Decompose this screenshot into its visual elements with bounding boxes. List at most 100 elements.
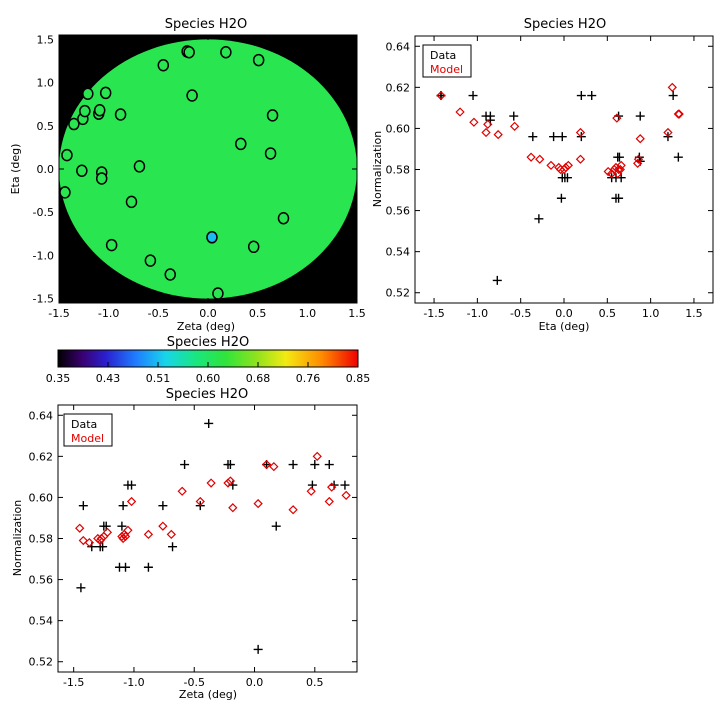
eta-data-point (509, 111, 519, 121)
eta-model-point (575, 127, 586, 138)
map-marker (164, 268, 177, 281)
map-marker (68, 117, 80, 131)
zeta-data-point (78, 501, 88, 511)
zeta-x-tick-label: 0.5 (306, 676, 324, 689)
eta-plot-panel: Species H2O -1.5 -1.0 -0.5 0.0 0.5 1.0 1.5 0.5… (371, 17, 714, 333)
map-x-tick-label: -1.0 (98, 307, 119, 320)
eta-data-point (485, 111, 495, 121)
map-y-tick-label: -1.0 (33, 249, 54, 262)
map-marker (76, 164, 88, 177)
eta-model-point (493, 129, 503, 140)
zeta-data-point (98, 542, 108, 552)
zeta-data-point (118, 501, 128, 511)
map-marker (133, 160, 146, 173)
zeta-model-point (78, 535, 88, 546)
eta-model-point (663, 127, 673, 138)
eta-data-point (614, 193, 624, 203)
map-x-tick-label: 1.0 (299, 307, 317, 320)
eta-plot-x-label: Eta (deg) (539, 320, 590, 333)
eta-model-point (509, 121, 520, 132)
zeta-data-point (117, 521, 127, 531)
colorbar-ticks: 0.35 0.43 0.51 0.60 0.68 0.76 0.85 (46, 362, 370, 385)
map-x-tick-label: 1.5 (348, 307, 366, 320)
eta-plot-y-label: Normalization (371, 131, 384, 207)
eta-model-point (673, 109, 683, 119)
map-marker (247, 240, 260, 254)
eta-data-point (562, 173, 572, 183)
zeta-model-point (228, 503, 238, 513)
eta-model-point (481, 127, 491, 138)
eta-model-point (483, 119, 493, 129)
eta-model-point (575, 154, 586, 164)
colorbar-panel: Species H2O 0.35 0.43 0.51 0.60 0.68 0.76 0.85 (46, 335, 371, 385)
eta-model-point (436, 90, 446, 101)
map-marker (144, 254, 157, 267)
zeta-y-tick-label: 0.60 (29, 491, 54, 504)
zeta-data-point (324, 460, 334, 470)
eta-legend-model: Model (430, 63, 463, 76)
zeta-model-point (84, 537, 94, 548)
zeta-x-tick-label: 0.0 (246, 676, 264, 689)
map-marker (220, 46, 232, 59)
zeta-y-tick-label: 0.64 (29, 409, 54, 422)
zeta-data-point (271, 521, 281, 531)
zeta-model-point (102, 527, 113, 537)
zeta-model-point (306, 486, 316, 496)
eta-model-point (606, 168, 617, 179)
map-x-tick-label: -1.5 (48, 307, 69, 320)
eta-model-point (526, 152, 536, 162)
eta-y-tick-label: 0.56 (386, 205, 411, 218)
eta-model-point (455, 107, 465, 117)
eta-model-point (613, 164, 624, 175)
zeta-model-point (225, 476, 236, 486)
zeta-data-point (158, 501, 168, 511)
zeta-model-point (143, 529, 154, 540)
eta-legend-data: Data (430, 49, 456, 62)
eta-y-tick-label: 0.60 (386, 122, 411, 135)
eta-data-point (557, 132, 567, 142)
zeta-y-tick-label: 0.52 (29, 656, 54, 669)
map-marker (82, 87, 94, 101)
colorbar-title: Species H2O (167, 335, 249, 350)
eta-data-point (534, 214, 544, 224)
zeta-model-point (75, 523, 85, 533)
map-x-tick-label: -0.5 (148, 307, 169, 320)
eta-data-point (668, 91, 678, 101)
zeta-model-point (261, 459, 272, 470)
zeta-plot-title: Species H2O (166, 387, 248, 402)
zeta-model-point (206, 478, 216, 488)
eta-plot-title: Species H2O (524, 17, 606, 32)
map-marker (212, 287, 224, 300)
zeta-data-point (121, 562, 131, 572)
eta-plot-y-ticks: 0.52 0.54 0.56 0.58 0.60 0.62 0.64 (386, 40, 713, 300)
zeta-plot-x-ticks: -1.5 -1.0 -0.5 0.0 0.5 (63, 405, 324, 689)
zeta-y-tick-label: 0.58 (29, 533, 54, 546)
eta-x-tick-label: 0.0 (555, 307, 573, 320)
map-y-tick-label: 1.5 (37, 33, 55, 46)
eta-x-tick-label: -0.5 (510, 307, 531, 320)
eta-x-tick-label: 0.5 (599, 307, 617, 320)
zeta-legend-box (63, 413, 113, 447)
map-marker (206, 231, 218, 244)
map-marker (125, 195, 138, 209)
zeta-model-point (253, 498, 263, 509)
zeta-plot-x-label: Zeta (deg) (179, 688, 237, 701)
eta-y-tick-label: 0.64 (386, 40, 411, 53)
map-x-tick-label: 0.5 (249, 307, 267, 320)
eta-data-point (468, 91, 478, 101)
colorbar-tick-label: 0.51 (146, 372, 171, 385)
eta-model-point (546, 160, 556, 171)
colorbar-tick-label: 0.35 (46, 372, 71, 385)
zeta-data-point (76, 583, 86, 593)
zeta-x-tick-label: -1.0 (123, 676, 144, 689)
eta-data-point (528, 132, 538, 142)
colorbar-tick-label: 0.68 (246, 372, 271, 385)
map-y-tick-label: -1.5 (33, 293, 54, 306)
zeta-model-point (327, 482, 337, 492)
map-marker (277, 212, 290, 225)
eta-data-point (549, 132, 559, 142)
eta-model-point (535, 154, 545, 164)
zeta-data-point (168, 542, 178, 552)
map-title: Species H2O (165, 17, 247, 32)
